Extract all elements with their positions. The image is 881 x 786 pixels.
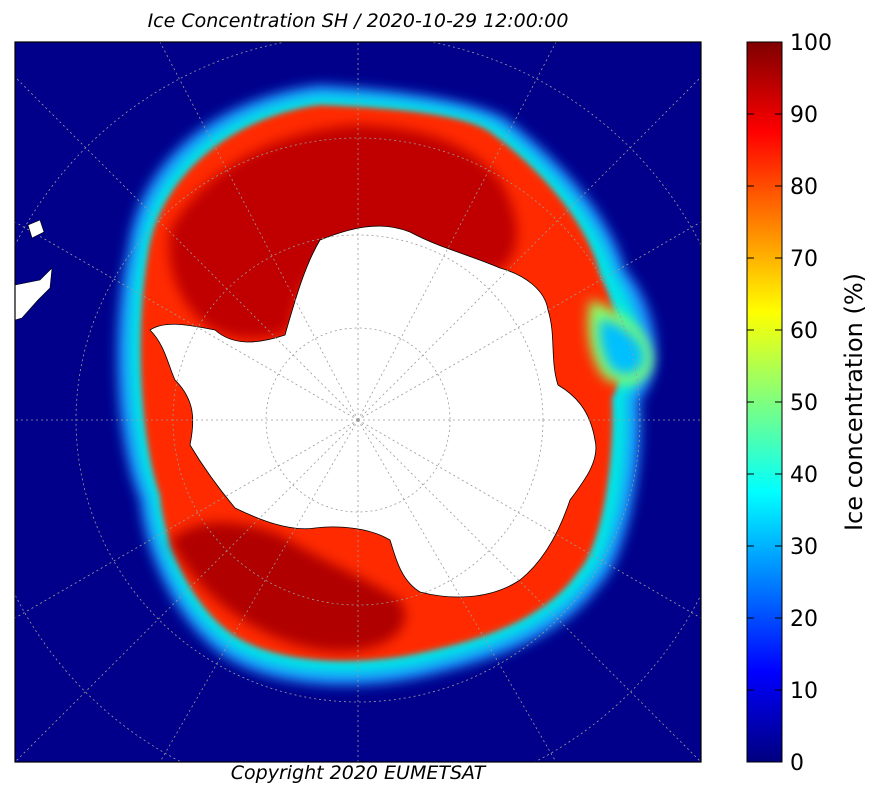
map-title: Ice Concentration SH / 2020-10-29 12:00:…	[147, 10, 569, 32]
colorbar-tick-label: 90	[790, 103, 818, 128]
map-frame	[14, 41, 702, 763]
colorbar-tick-label: 40	[790, 463, 818, 488]
antarctica-landmass	[149, 225, 597, 598]
copyright-notice: Copyright 2020 EUMETSAT	[230, 762, 486, 784]
south-america-landmass	[15, 267, 53, 321]
colorbar-tick-label: 30	[790, 535, 818, 560]
graticule	[15, 42, 701, 762]
colorbar-tick-label: 20	[790, 607, 818, 632]
colorbar-ticks: 0 10 20 30 40 50 60 70 80 90 100	[747, 31, 832, 776]
colorbar-tick-label: 70	[790, 247, 818, 272]
colorbar-tick-label: 100	[790, 31, 832, 56]
colorbar-tick-label: 60	[790, 319, 818, 344]
falkland-islands	[27, 219, 45, 239]
colorbar-label: Ice concentration (%)	[840, 273, 868, 531]
colorbar-tick-label: 10	[790, 679, 818, 704]
colorbar-tick-label: 0	[790, 751, 804, 776]
colorbar-tick-label: 80	[790, 175, 818, 200]
colorbar-tick-label: 50	[790, 391, 818, 416]
